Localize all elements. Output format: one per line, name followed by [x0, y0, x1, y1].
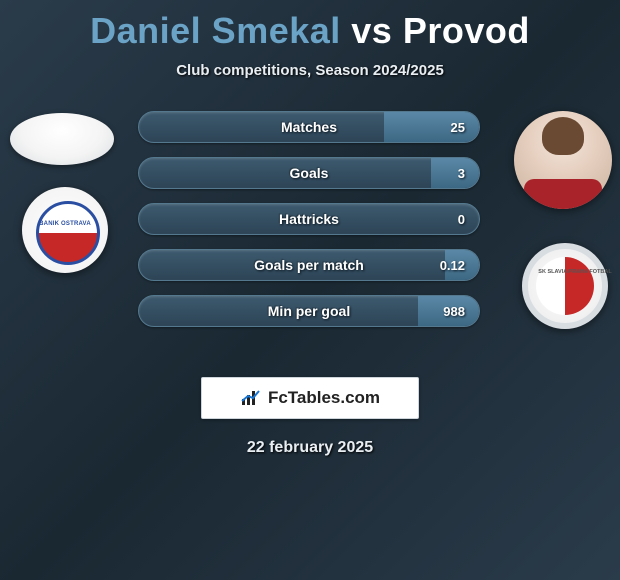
- player1-name: Daniel Smekal: [90, 10, 341, 51]
- page-title: Daniel Smekal vs Provod: [0, 0, 620, 52]
- date-text: 22 february 2025: [0, 439, 620, 457]
- stat-label: Goals: [139, 158, 479, 188]
- stat-bar: Matches25: [138, 111, 480, 143]
- comparison-panel: Matches25 Goals3 Hattricks0 Goals per match…: [0, 107, 620, 367]
- stat-value-right: 0: [458, 204, 465, 234]
- player1-club-badge: [22, 187, 108, 273]
- player2-club-badge: [522, 243, 608, 329]
- player2-avatar: [514, 111, 612, 209]
- stat-label: Hattricks: [139, 204, 479, 234]
- stat-value-right: 3: [458, 158, 465, 188]
- stat-label: Goals per match: [139, 250, 479, 280]
- stat-value-right: 988: [443, 296, 465, 326]
- player2-name: Provod: [403, 10, 530, 51]
- stat-value-right: 25: [451, 112, 465, 142]
- branding-text: FcTables.com: [268, 388, 380, 408]
- stat-value-right: 0.12: [440, 250, 465, 280]
- subtitle: Club competitions, Season 2024/2025: [0, 62, 620, 79]
- stat-label: Min per goal: [139, 296, 479, 326]
- versus-text: vs: [351, 10, 392, 51]
- stat-bars: Matches25 Goals3 Hattricks0 Goals per match…: [138, 111, 480, 341]
- stat-bar: Goals per match0.12: [138, 249, 480, 281]
- stat-bar: Hattricks0: [138, 203, 480, 235]
- branding-badge: FcTables.com: [201, 377, 419, 419]
- stat-label: Matches: [139, 112, 479, 142]
- stat-bar: Goals3: [138, 157, 480, 189]
- player1-avatar: [10, 113, 114, 165]
- stat-bar: Min per goal988: [138, 295, 480, 327]
- chart-icon: [240, 389, 262, 407]
